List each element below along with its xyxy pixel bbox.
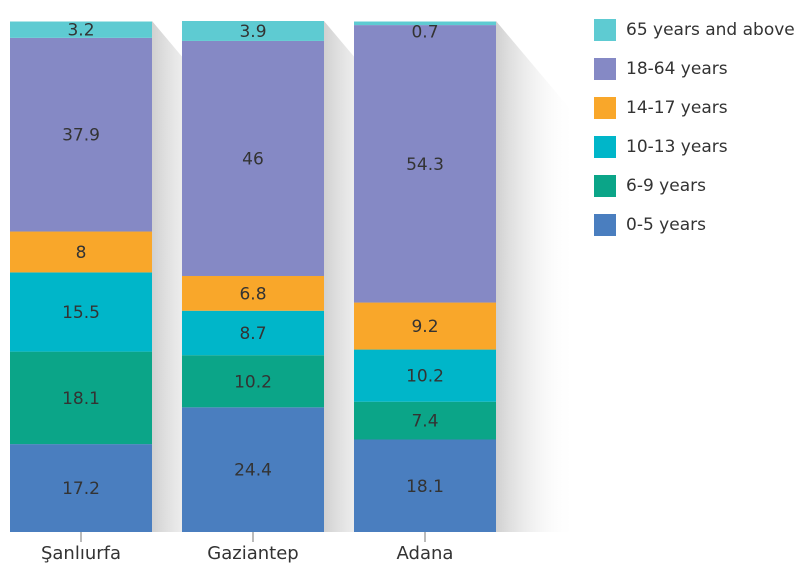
x-tick-label: Şanlıurfa [41,543,121,564]
segment-value-label: 6.8 [239,284,266,304]
segment-value-label: 15.5 [62,303,100,323]
bars-group [10,21,496,532]
x-tick-label: Adana [397,543,454,564]
bar-segment [10,351,152,445]
segment-value-label: 9.2 [411,317,438,337]
legend-swatch [594,174,616,197]
legend: 65 years and above 18-64 years 14-17 years… [594,10,795,244]
bar-shadow [496,21,576,532]
legend-label: 14-17 years [626,97,728,118]
x-tick-label: Gaziantep [207,543,298,564]
legend-swatch [594,18,616,41]
segment-labels: 17.2 18.1 15.5 8 37.9 3.2 24.4 10.2 8.7 6.8 46 3.9 1… [62,21,444,499]
legend-label: 65 years and above [626,19,795,40]
bar-segment [182,310,324,356]
legend-label: 6-9 years [626,175,706,196]
x-axis: Şanlıurfa Gaziantep Adana [41,532,453,564]
segment-value-label: 18.1 [406,477,444,497]
legend-swatch [594,96,616,119]
segment-value-label: 3.9 [239,22,266,42]
segment-value-label: 37.9 [62,126,100,146]
bar-segment [10,272,152,352]
legend-swatch [594,213,616,236]
bar-segment [354,439,496,532]
bar-segment [182,407,324,532]
segment-value-label: 24.4 [234,461,272,481]
segment-value-label: 8 [76,243,87,263]
legend-item: 0-5 years [594,205,795,244]
legend-label: 0-5 years [626,214,706,235]
segment-value-label: 8.7 [239,324,266,344]
bar-segment [354,349,496,402]
segment-value-label: 54.3 [406,155,444,175]
legend-item: 14-17 years [594,88,795,127]
bar-segment [182,355,324,408]
legend-label: 18-64 years [626,58,728,79]
bar-segment [10,37,152,232]
bar-segment [182,275,324,311]
legend-swatch [594,57,616,80]
segment-value-label: 3.2 [67,21,94,41]
segment-value-label: 10.2 [406,367,444,387]
segment-value-label: 10.2 [234,372,272,392]
bar-segment [10,444,152,532]
bar-segment [182,21,324,41]
legend-item: 6-9 years [594,166,795,205]
bar-segment [182,40,324,276]
legend-item: 65 years and above [594,10,795,49]
segment-value-label: 7.4 [411,412,438,432]
bar-segment [10,231,152,273]
legend-swatch [594,135,616,158]
legend-item: 10-13 years [594,127,795,166]
bar-segment [354,401,496,440]
legend-label: 10-13 years [626,136,728,157]
segment-value-label: 17.2 [62,479,100,499]
legend-item: 18-64 years [594,49,795,88]
segment-value-label: 18.1 [62,389,100,409]
bar-segment [354,302,496,350]
bar-segment [354,25,496,303]
bar-segment [354,21,496,26]
bar-segment [10,21,152,38]
segment-value-label: 0.7 [411,23,438,43]
segment-value-label: 46 [242,149,264,169]
